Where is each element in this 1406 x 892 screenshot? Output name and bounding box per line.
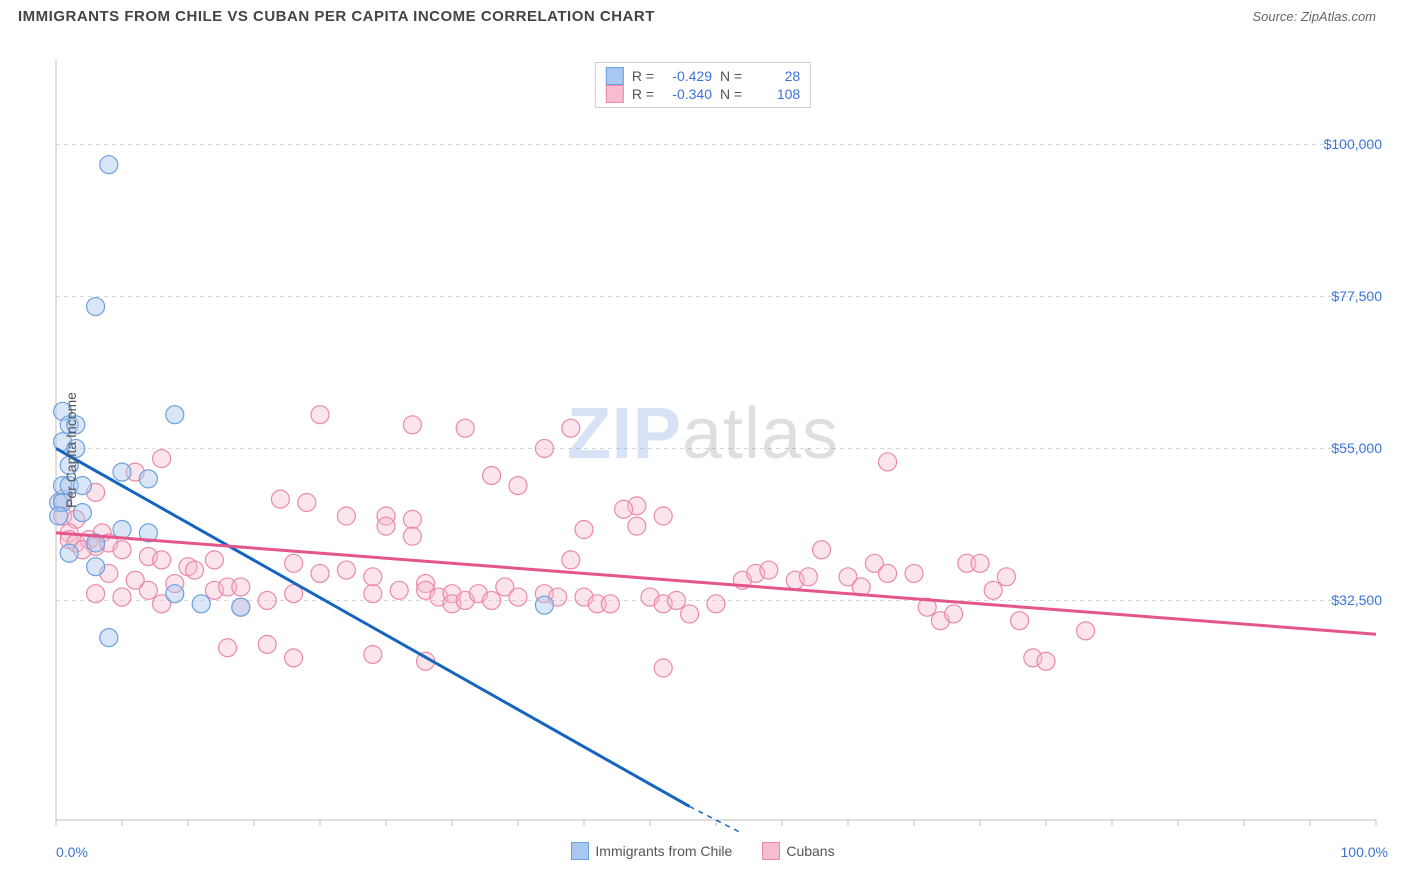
- y-tick-label: $55,000: [1331, 440, 1382, 456]
- stats-row-cubans: R = -0.340 N = 108: [606, 85, 800, 103]
- chart-container: Per Capita Income ZIPatlas R = -0.429 N …: [18, 40, 1388, 860]
- bottom-legend: Immigrants from Chile Cubans: [18, 842, 1388, 860]
- legend-item-cubans: Cubans: [762, 842, 834, 860]
- y-tick-label: $100,000: [1324, 136, 1382, 152]
- chart-title: IMMIGRANTS FROM CHILE VS CUBAN PER CAPIT…: [18, 8, 655, 25]
- r-label: R =: [632, 86, 654, 102]
- y-axis-label: Per Capita Income: [63, 392, 79, 508]
- r-value-cubans: -0.340: [662, 86, 712, 102]
- n-label: N =: [720, 68, 742, 84]
- legend-label-cubans: Cubans: [786, 843, 834, 859]
- n-value-cubans: 108: [750, 86, 800, 102]
- n-label: N =: [720, 86, 742, 102]
- y-tick-label: $77,500: [1331, 288, 1382, 304]
- r-value-chile: -0.429: [662, 68, 712, 84]
- source-attribution: Source: ZipAtlas.com: [1252, 9, 1376, 24]
- legend-swatch-chile: [571, 842, 589, 860]
- stats-row-chile: R = -0.429 N = 28: [606, 67, 800, 85]
- r-label: R =: [632, 68, 654, 84]
- scatter-chart: [18, 40, 1388, 860]
- legend-swatch-cubans: [762, 842, 780, 860]
- legend-item-chile: Immigrants from Chile: [571, 842, 732, 860]
- swatch-cubans: [606, 85, 624, 103]
- legend-label-chile: Immigrants from Chile: [595, 843, 732, 859]
- n-value-chile: 28: [750, 68, 800, 84]
- stats-legend: R = -0.429 N = 28 R = -0.340 N = 108: [595, 62, 811, 108]
- y-tick-label: $32,500: [1331, 592, 1382, 608]
- swatch-chile: [606, 67, 624, 85]
